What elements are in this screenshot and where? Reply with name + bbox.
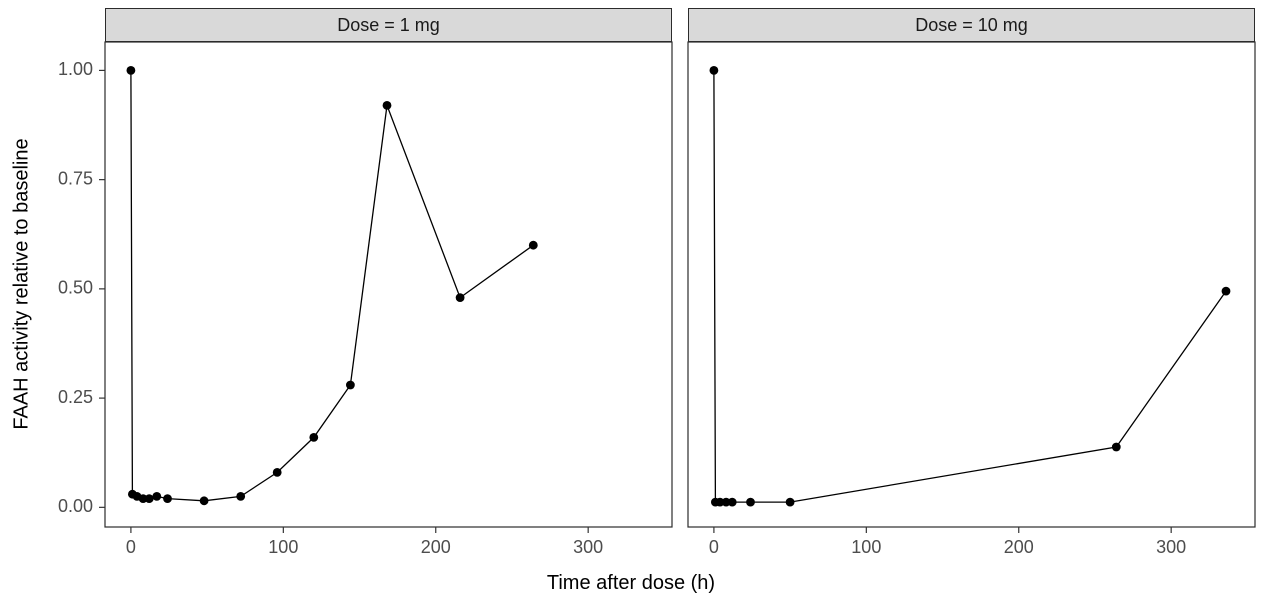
facet-strip-dose-10mg: Dose = 10 mg — [688, 8, 1255, 42]
x-tick-label: 200 — [421, 537, 451, 557]
x-tick-label: 300 — [1156, 537, 1186, 557]
y-tick-label: 0.25 — [58, 387, 93, 407]
data-point — [199, 496, 209, 506]
data-point — [163, 494, 172, 503]
data-point — [721, 497, 731, 507]
data-point — [715, 497, 725, 507]
x-tick-label: 0 — [126, 537, 136, 557]
data-point — [138, 494, 148, 503]
data-point — [382, 101, 392, 110]
data-point — [1111, 442, 1121, 452]
facet-strip-dose-1mg: Dose = 1 mg — [105, 8, 672, 42]
x-tick-label: 300 — [573, 537, 603, 557]
data-point — [236, 492, 246, 501]
data-point — [528, 240, 538, 250]
x-axis-title: Time after dose (h) — [546, 572, 716, 594]
x-tick-label: 100 — [268, 537, 298, 557]
data-point — [709, 66, 719, 75]
panel-border — [104, 41, 673, 528]
data-point — [144, 494, 154, 503]
data-point — [455, 293, 465, 302]
panel-border — [687, 41, 1256, 528]
data-point — [746, 497, 755, 507]
y-tick-label: 0.50 — [58, 278, 93, 298]
data-point — [309, 433, 319, 442]
x-tick-label: 100 — [851, 537, 881, 557]
data-point — [1221, 286, 1231, 296]
data-point — [785, 497, 795, 507]
x-tick-label: 200 — [1004, 537, 1034, 557]
x-tick-label: 0 — [709, 537, 719, 557]
data-point — [346, 380, 355, 390]
y-axis-title: FAAH activity relative to baseline — [10, 138, 33, 430]
data-point — [727, 497, 737, 507]
y-tick-label: 0.00 — [58, 496, 93, 516]
data-point — [152, 492, 162, 501]
y-tick-label: 0.75 — [58, 168, 93, 188]
y-tick-label: 1.00 — [58, 59, 93, 79]
data-point — [272, 468, 282, 477]
data-point — [126, 66, 136, 75]
